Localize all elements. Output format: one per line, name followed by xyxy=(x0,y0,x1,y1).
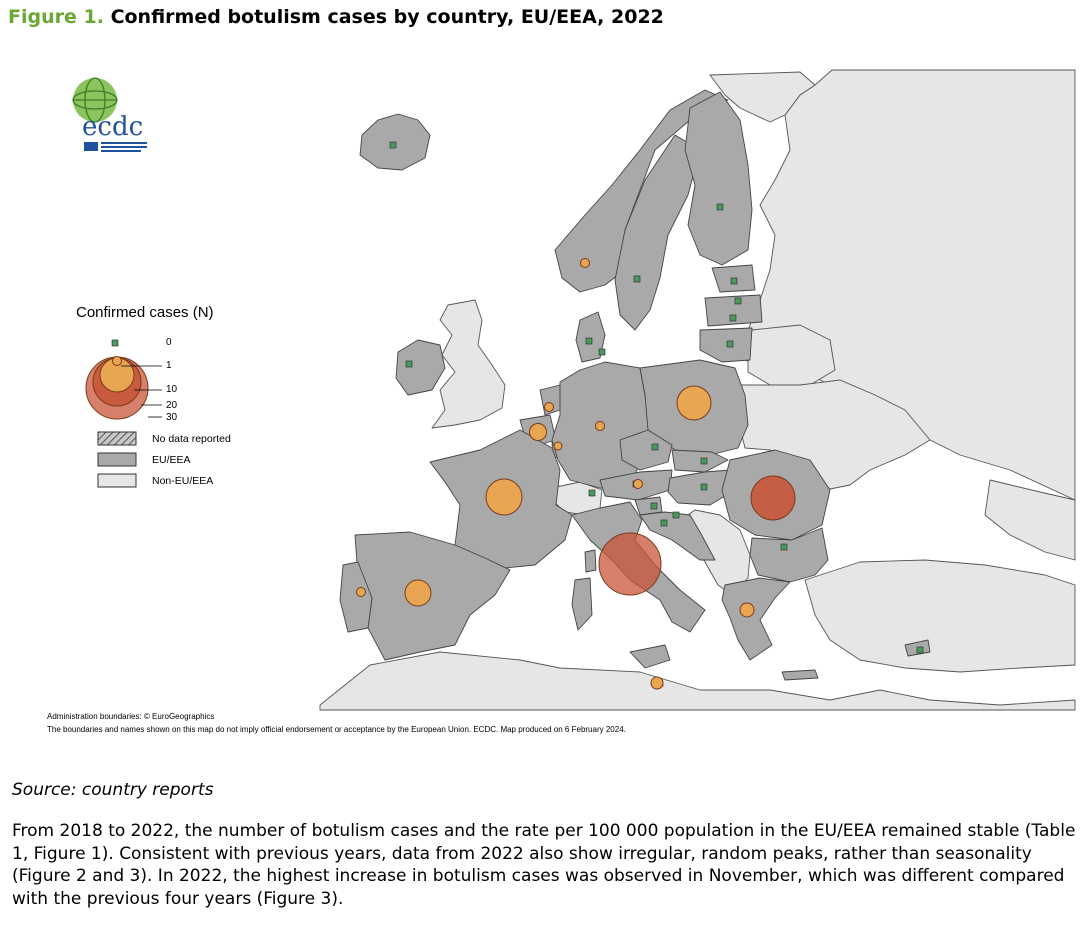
country-greece xyxy=(721,577,791,661)
country-slovenia xyxy=(634,496,663,516)
marker-estonia xyxy=(730,277,738,285)
source-line: Source: country reports xyxy=(12,780,214,800)
marker-latvia xyxy=(734,297,742,305)
legend-label-no-data: No data reported xyxy=(152,433,231,445)
body-paragraph: From 2018 to 2022, the number of botulis… xyxy=(12,821,1076,909)
bubble-spain xyxy=(404,579,432,607)
bubble-luxembourg xyxy=(553,441,563,451)
marker-slovenia xyxy=(650,502,658,510)
bubble-austria xyxy=(633,479,643,489)
figure-title: Figure 1. Confirmed botulism cases by co… xyxy=(8,6,1078,28)
land-ukraine xyxy=(737,379,931,491)
ecdc-logo: ecdc xyxy=(72,77,147,152)
legend-label-eu-eea: EU/EEA xyxy=(152,454,191,466)
marker-denmark xyxy=(585,337,593,345)
country-sweden xyxy=(614,134,701,331)
marker-finland xyxy=(716,203,724,211)
land-uk xyxy=(431,299,506,429)
land-north-africa xyxy=(319,651,1076,711)
bubble-norway xyxy=(580,258,590,268)
bubble-romania xyxy=(750,475,796,521)
country-bulgaria xyxy=(749,527,829,583)
marker-croatia-south xyxy=(660,519,668,527)
legend-value-10: 10 xyxy=(166,384,178,395)
country-lithuania xyxy=(699,327,753,363)
island-corsica xyxy=(584,549,597,573)
land-turkey xyxy=(804,559,1076,673)
legend-title: Confirmed cases (N) xyxy=(76,304,214,321)
legend-swatch-no-data xyxy=(97,431,137,446)
bubble-france xyxy=(485,478,523,516)
legend-value-30: 30 xyxy=(166,412,178,423)
ecdc-wordmark: ecdc xyxy=(82,112,143,142)
legend-label-non-eu-eea: Non-EU/EEA xyxy=(152,475,214,487)
marker-czechia xyxy=(651,443,659,451)
non-eu-eea-land xyxy=(319,69,1076,711)
legend-zero-marker xyxy=(111,339,119,347)
bubble-italy xyxy=(598,532,662,596)
map-disclaimer: The boundaries and names shown on this m… xyxy=(47,725,626,734)
map-frame: ecdc Confirmed case xyxy=(0,40,1090,740)
eu-flag-icon xyxy=(84,142,98,151)
admin-boundaries-note: Administration boundaries: © EuroGeograp… xyxy=(47,712,215,721)
land-nordic-north xyxy=(709,71,816,123)
legend-swatch-non-eu-eea xyxy=(97,473,137,488)
country-norway xyxy=(554,89,729,293)
country-ireland xyxy=(395,339,446,396)
country-finland xyxy=(684,91,753,266)
marker-switzerland-area xyxy=(588,489,596,497)
country-denmark xyxy=(575,311,606,363)
marker-croatia xyxy=(672,511,680,519)
bubble-malta xyxy=(650,676,664,690)
bubble-portugal xyxy=(356,587,366,597)
case-bubbles xyxy=(356,258,796,690)
marker-ireland xyxy=(405,360,413,368)
eu-eea-land xyxy=(339,89,931,688)
island-sardinia xyxy=(571,577,593,631)
bubble-belgium xyxy=(529,423,547,441)
marker-iceland xyxy=(389,141,397,149)
bubble-netherlands xyxy=(544,402,554,412)
marker-hungary xyxy=(700,483,708,491)
europe-map: ecdc xyxy=(72,69,1076,711)
country-latvia xyxy=(704,294,763,327)
marker-sweden xyxy=(633,275,641,283)
zero-case-markers xyxy=(389,141,924,654)
country-slovakia xyxy=(671,449,729,473)
marker-denmark-island xyxy=(598,348,606,356)
marker-cyprus xyxy=(916,646,924,654)
country-czechia xyxy=(619,429,673,471)
island-crete xyxy=(781,669,819,681)
legend-value-0: 0 xyxy=(166,337,172,348)
figure-label: Figure 1. xyxy=(8,6,104,28)
legend-swatch-eu-eea xyxy=(97,452,137,467)
country-portugal xyxy=(339,561,373,633)
marker-lithuania xyxy=(729,314,737,322)
island-sicily xyxy=(629,644,671,669)
bubble-germany xyxy=(595,421,605,431)
figure-title-text: Confirmed botulism cases by country, EU/… xyxy=(110,6,664,28)
marker-lithuania-south xyxy=(726,340,734,348)
marker-slovakia xyxy=(700,457,708,465)
legend-value-20: 20 xyxy=(166,400,178,411)
legend-bubble-1 xyxy=(112,356,122,366)
legend-value-1: 1 xyxy=(166,360,172,371)
legend-graphics xyxy=(85,339,162,488)
bubble-poland xyxy=(676,385,712,421)
land-caucasus xyxy=(984,479,1076,561)
bubble-greece xyxy=(739,602,755,618)
marker-bulgaria xyxy=(780,543,788,551)
